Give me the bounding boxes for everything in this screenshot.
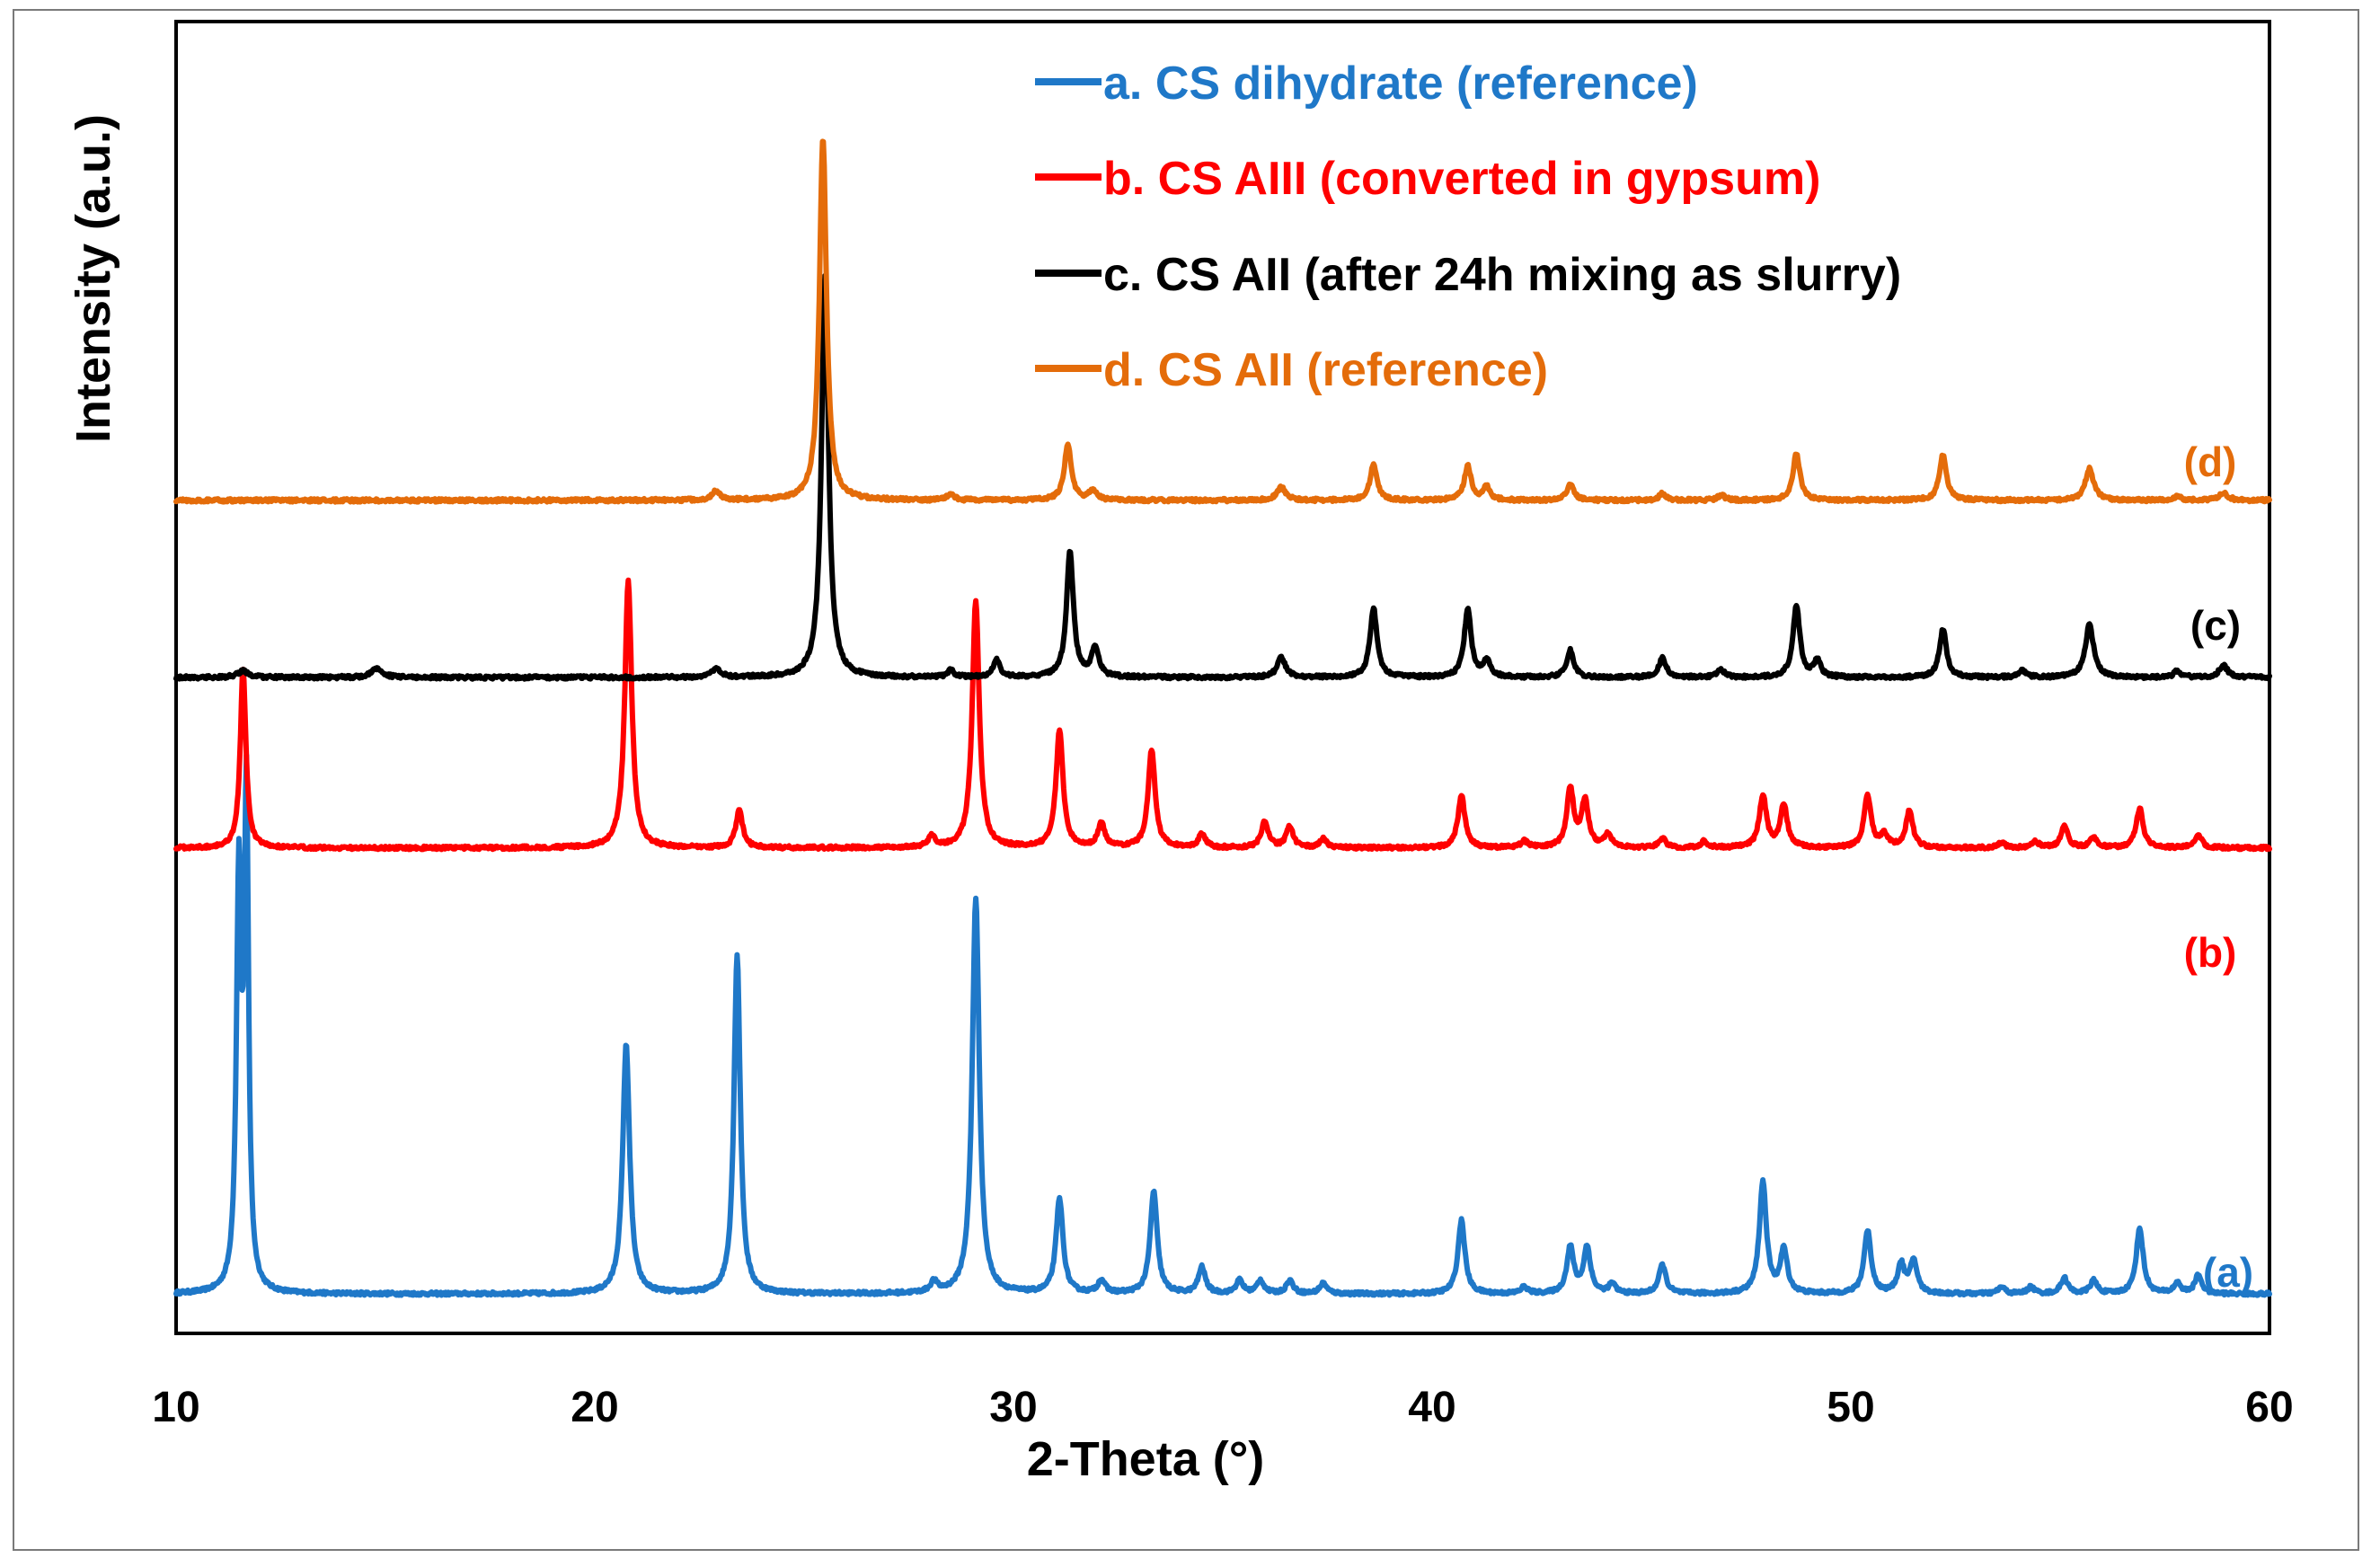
series-tag-d: (d) xyxy=(2184,438,2237,485)
x-tick-label: 40 xyxy=(1408,1384,1455,1431)
legend: a. CS dihydrate (reference) b. CS AIII (… xyxy=(1035,58,1901,396)
series-tag-c: (c) xyxy=(2190,602,2241,649)
x-tick-label: 30 xyxy=(989,1384,1037,1431)
y-axis-title: Intensity (a.u.) xyxy=(66,114,120,443)
series-traces xyxy=(173,138,2272,1298)
legend-label-b: b. CS AIII (converted in gypsum) xyxy=(1103,153,1820,205)
legend-label-c: c. CS AII (after 24h mixing as slurry) xyxy=(1103,249,1901,301)
legend-item-c: c. CS AII (after 24h mixing as slurry) xyxy=(1035,249,1901,301)
series-tags: (d) (c) (b) (a) xyxy=(2184,438,2253,1296)
x-tick-label: 60 xyxy=(2245,1384,2293,1431)
series-a-line xyxy=(173,752,2272,1298)
x-axis-ticks: 10 20 30 40 50 60 xyxy=(152,1384,2293,1431)
figure-frame xyxy=(13,9,2359,1551)
series-b-line xyxy=(173,577,2272,853)
x-tick-label: 10 xyxy=(152,1384,199,1431)
legend-label-d: d. CS AII (reference) xyxy=(1103,344,1548,396)
series-tag-b: (b) xyxy=(2184,929,2237,976)
series-c-line xyxy=(173,272,2272,682)
legend-item-d: d. CS AII (reference) xyxy=(1035,344,1548,396)
series-d-line xyxy=(173,138,2272,505)
legend-label-a: a. CS dihydrate (reference) xyxy=(1103,58,1698,110)
legend-item-a: a. CS dihydrate (reference) xyxy=(1035,58,1698,110)
x-tick-label: 50 xyxy=(1827,1384,1874,1431)
legend-item-b: b. CS AIII (converted in gypsum) xyxy=(1035,153,1820,205)
series-tag-a: (a) xyxy=(2203,1249,2253,1296)
x-axis-title: 2-Theta (°) xyxy=(1027,1432,1265,1486)
x-tick-label: 20 xyxy=(571,1384,618,1431)
